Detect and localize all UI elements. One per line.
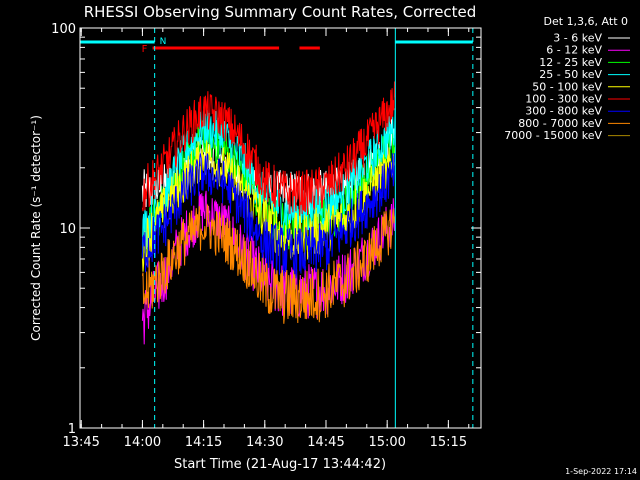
- legend-entry-label: 800 - 7000 keV: [518, 117, 602, 130]
- timestamp: 1-Sep-2022 17:14: [565, 467, 637, 476]
- series-line: [141, 152, 396, 279]
- night-flag-label: N: [160, 37, 167, 47]
- legend-entry-label: 12 - 25 keV: [539, 56, 602, 69]
- x-tick-label: 14:45: [307, 435, 344, 450]
- x-axis-ticks: 13:45 14:00 14:15 14:30 14:45 15:00 15:15: [62, 28, 470, 450]
- legend-entry-label: 25 - 50 keV: [539, 68, 602, 81]
- flare-flag-label: F: [142, 44, 148, 55]
- series-line: [141, 81, 396, 216]
- legend-entry-label: 300 - 800 keV: [525, 105, 602, 118]
- legend-entry-label: 3 - 6 keV: [553, 32, 602, 45]
- legend-entry-label: 50 - 100 keV: [532, 80, 602, 93]
- series-line: [141, 203, 396, 324]
- x-tick-label: 13:45: [62, 435, 99, 450]
- x-tick-label: 15:15: [430, 435, 467, 450]
- x-tick-label: 14:15: [185, 435, 222, 450]
- x-tick-label: 14:30: [246, 435, 283, 450]
- legend-entry-label: 100 - 300 keV: [525, 93, 602, 106]
- legend-entry-label: 6 - 12 keV: [546, 44, 602, 57]
- chart-title: RHESSI Observing Summary Count Rates, Co…: [84, 3, 477, 21]
- y-axis-ticks: 1 10 100: [51, 22, 481, 437]
- flag-bars: NF: [79, 28, 474, 428]
- series-line: [141, 140, 396, 272]
- legend-title: Det 1,3,6, Att 0: [544, 15, 628, 28]
- legend-entry-label: 7000 - 15000 keV: [504, 129, 602, 142]
- y-tick-label: 10: [59, 222, 76, 237]
- x-tick-label: 15:00: [368, 435, 405, 450]
- x-axis-label: Start Time (21-Aug-17 13:44:42): [174, 457, 386, 472]
- y-tick-label: 100: [51, 22, 76, 37]
- y-tick-label: 1: [68, 422, 76, 437]
- x-tick-label: 14:00: [124, 435, 161, 450]
- series-traces: [141, 81, 396, 345]
- y-axis-label: Corrected Count Rate (s⁻¹ detector⁻¹): [29, 115, 43, 341]
